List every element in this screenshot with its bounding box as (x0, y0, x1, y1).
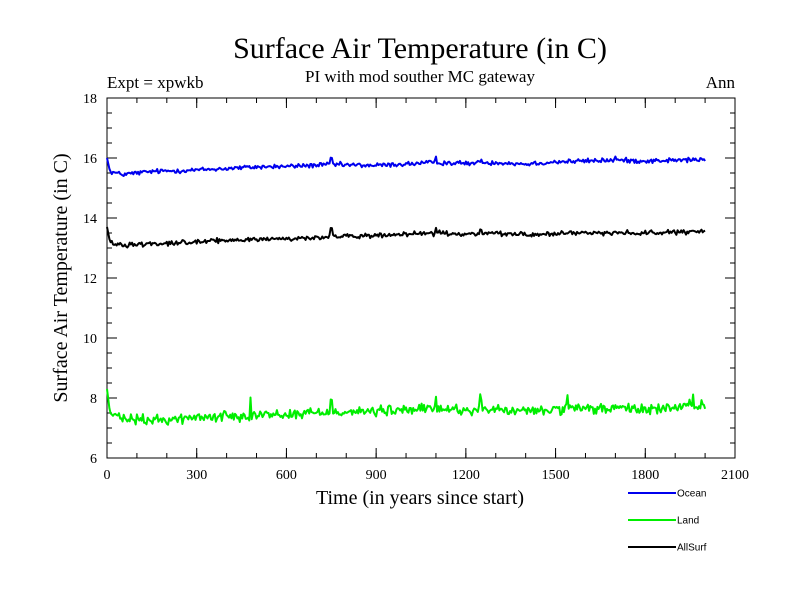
legend: Ocean Land AllSurf (628, 489, 707, 554)
plot-area: 0 300 600 900 1200 1500 1800 2100 6 8 10 12 14 16 18 (83, 92, 749, 483)
y-tick-label: 14 (83, 212, 97, 227)
legend-label-allsurf: AllSurf (677, 543, 707, 554)
y-tick-label: 10 (83, 332, 97, 347)
legend-label-ocean: Ocean (677, 489, 706, 500)
x-tick-label: 1800 (631, 468, 659, 483)
x-tick-label: 2100 (721, 468, 749, 483)
series-line-ocean (106, 155, 706, 177)
y-tick-label: 16 (83, 152, 97, 167)
y-tick-label: 18 (83, 92, 97, 107)
series-line-allsurf (106, 226, 706, 249)
x-tick-label: 600 (276, 468, 297, 483)
experiment-label: Expt = xpwkb (107, 73, 203, 92)
season-label: Ann (706, 73, 736, 92)
x-tick-label: 1200 (452, 468, 480, 483)
x-tick-label: 300 (186, 468, 207, 483)
y-tick-label: 8 (90, 392, 97, 407)
y-axis-label: Surface Air Temperature (in C) (50, 153, 72, 402)
chart-subtitle: PI with mod souther MC gateway (305, 67, 535, 86)
y-tick-label: 6 (90, 452, 97, 467)
x-axis-label: Time (in years since start) (316, 487, 524, 509)
chart-title: Surface Air Temperature (in C) (233, 32, 607, 65)
legend-label-land: Land (677, 516, 699, 527)
y-tick-label: 12 (83, 272, 97, 287)
series-line-land (106, 388, 707, 426)
x-tick-label: 0 (104, 468, 111, 483)
x-tick-label: 1500 (542, 468, 570, 483)
x-tick-label: 900 (366, 468, 387, 483)
